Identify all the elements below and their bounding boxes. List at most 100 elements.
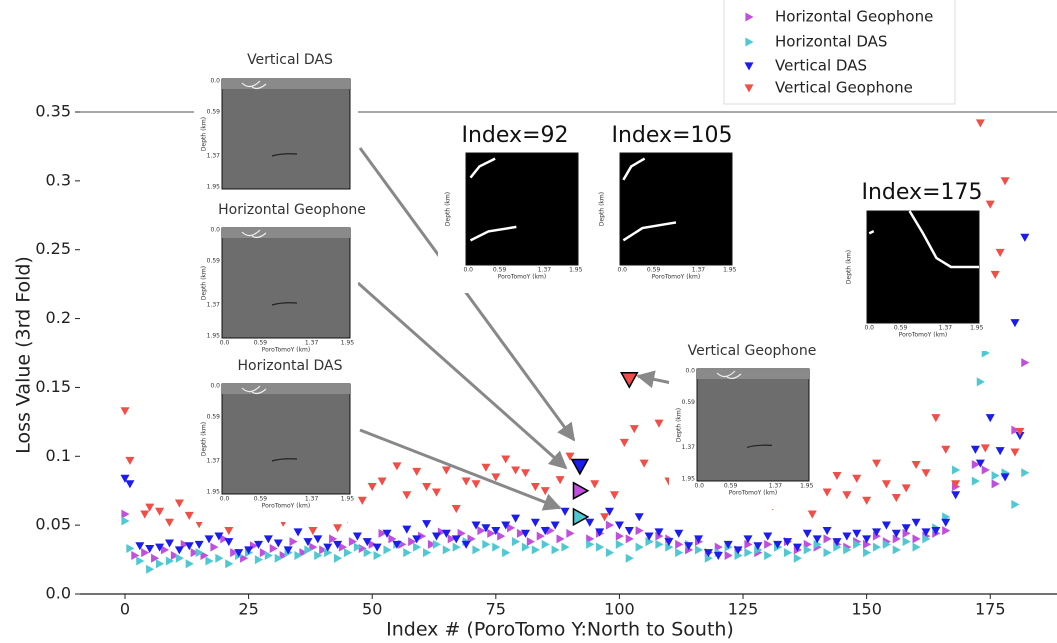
point [995, 248, 1005, 257]
point [451, 535, 461, 544]
point [985, 414, 995, 423]
point [234, 549, 244, 558]
point [853, 539, 862, 549]
point [624, 527, 634, 536]
point [121, 516, 130, 526]
point [194, 540, 204, 549]
y-tick-label: 0.2 [46, 308, 71, 327]
inset-x-label: PoroTomoY (km) [729, 490, 778, 497]
point [333, 524, 343, 533]
point [481, 524, 491, 533]
point [1000, 473, 1010, 482]
point [289, 537, 298, 547]
point [971, 460, 980, 470]
inset-x-tick: 1.37 [939, 325, 953, 332]
inset-x-label: PoroTomoY (km) [652, 274, 701, 281]
point [703, 549, 713, 558]
inset-y-label: Depth (km) [846, 250, 853, 284]
point [551, 545, 560, 555]
point [1021, 468, 1030, 478]
inset-x-tick: 1.37 [305, 340, 319, 347]
point [1011, 425, 1020, 435]
point [783, 548, 793, 558]
point [843, 545, 852, 555]
inset-y-tick: 1.95 [207, 488, 221, 495]
inset-signal [746, 444, 773, 448]
point [175, 553, 184, 563]
point [881, 521, 891, 530]
point [427, 539, 437, 549]
point [901, 524, 911, 533]
arrow [357, 281, 568, 470]
inset-y-tick: 1.37 [207, 302, 221, 309]
point [324, 548, 333, 558]
point [675, 539, 684, 549]
point [377, 477, 387, 486]
point [120, 407, 130, 416]
point [1010, 319, 1020, 328]
point [526, 537, 535, 547]
point [951, 491, 961, 500]
point [773, 540, 783, 549]
legend-marker [745, 37, 754, 47]
point [823, 534, 832, 544]
point [511, 514, 521, 523]
point [615, 531, 624, 541]
point [294, 550, 303, 560]
inset-x-tick: 0.0 [694, 483, 704, 490]
inset-x-tick: 1.37 [769, 483, 783, 490]
point [976, 377, 985, 387]
y-tick-label: 0.1 [46, 446, 71, 465]
point [521, 542, 530, 552]
point [174, 499, 184, 508]
point [1011, 499, 1020, 509]
point [368, 539, 377, 549]
inset-x-tick: 0.59 [894, 325, 908, 332]
inset-signal [716, 370, 742, 380]
inset: Index=175 0.0 0.59 1.37 1.95 Depth (km) PoroTo… [839, 180, 987, 351]
point [615, 539, 624, 549]
point [902, 537, 911, 547]
point [566, 528, 575, 538]
y-tick-label: 0.35 [35, 102, 71, 121]
inset-x-tick: 0.0 [220, 496, 230, 503]
point [333, 553, 343, 563]
point [674, 529, 684, 538]
point [408, 537, 417, 547]
point [931, 414, 941, 423]
inset-x-tick: 0.0 [220, 340, 230, 347]
point [155, 543, 165, 552]
point [812, 535, 822, 544]
point [911, 460, 921, 470]
point [921, 469, 931, 478]
arrow [359, 428, 562, 511]
legend-label: Horizontal DAS [775, 33, 887, 51]
point [431, 488, 441, 497]
inset-y-tick: 0.59 [682, 399, 696, 406]
point [1015, 427, 1025, 436]
point [507, 523, 516, 533]
point [990, 270, 1000, 280]
point [482, 539, 491, 549]
inset-image [221, 78, 351, 190]
inset-x-tick: 0.0 [617, 267, 627, 274]
axes: Index # (PoroTomo Y:North to South) Loss… [13, 102, 1057, 641]
point [471, 521, 481, 530]
point [852, 474, 862, 483]
inset-y-tick: 0.59 [207, 109, 221, 116]
point [892, 534, 901, 544]
point [605, 520, 615, 530]
inset-x-tick: 1.95 [723, 267, 737, 274]
point [205, 556, 214, 566]
point [550, 521, 560, 530]
inset-y-label: Depth (km) [201, 266, 208, 300]
inset-x-tick: 0.59 [254, 496, 268, 503]
inset-signal [271, 302, 298, 306]
inset-signal [241, 385, 267, 395]
arrow [358, 147, 576, 442]
point [555, 476, 565, 485]
point [694, 545, 704, 555]
inset-y-tick: 1.37 [207, 458, 221, 465]
point [214, 532, 224, 541]
